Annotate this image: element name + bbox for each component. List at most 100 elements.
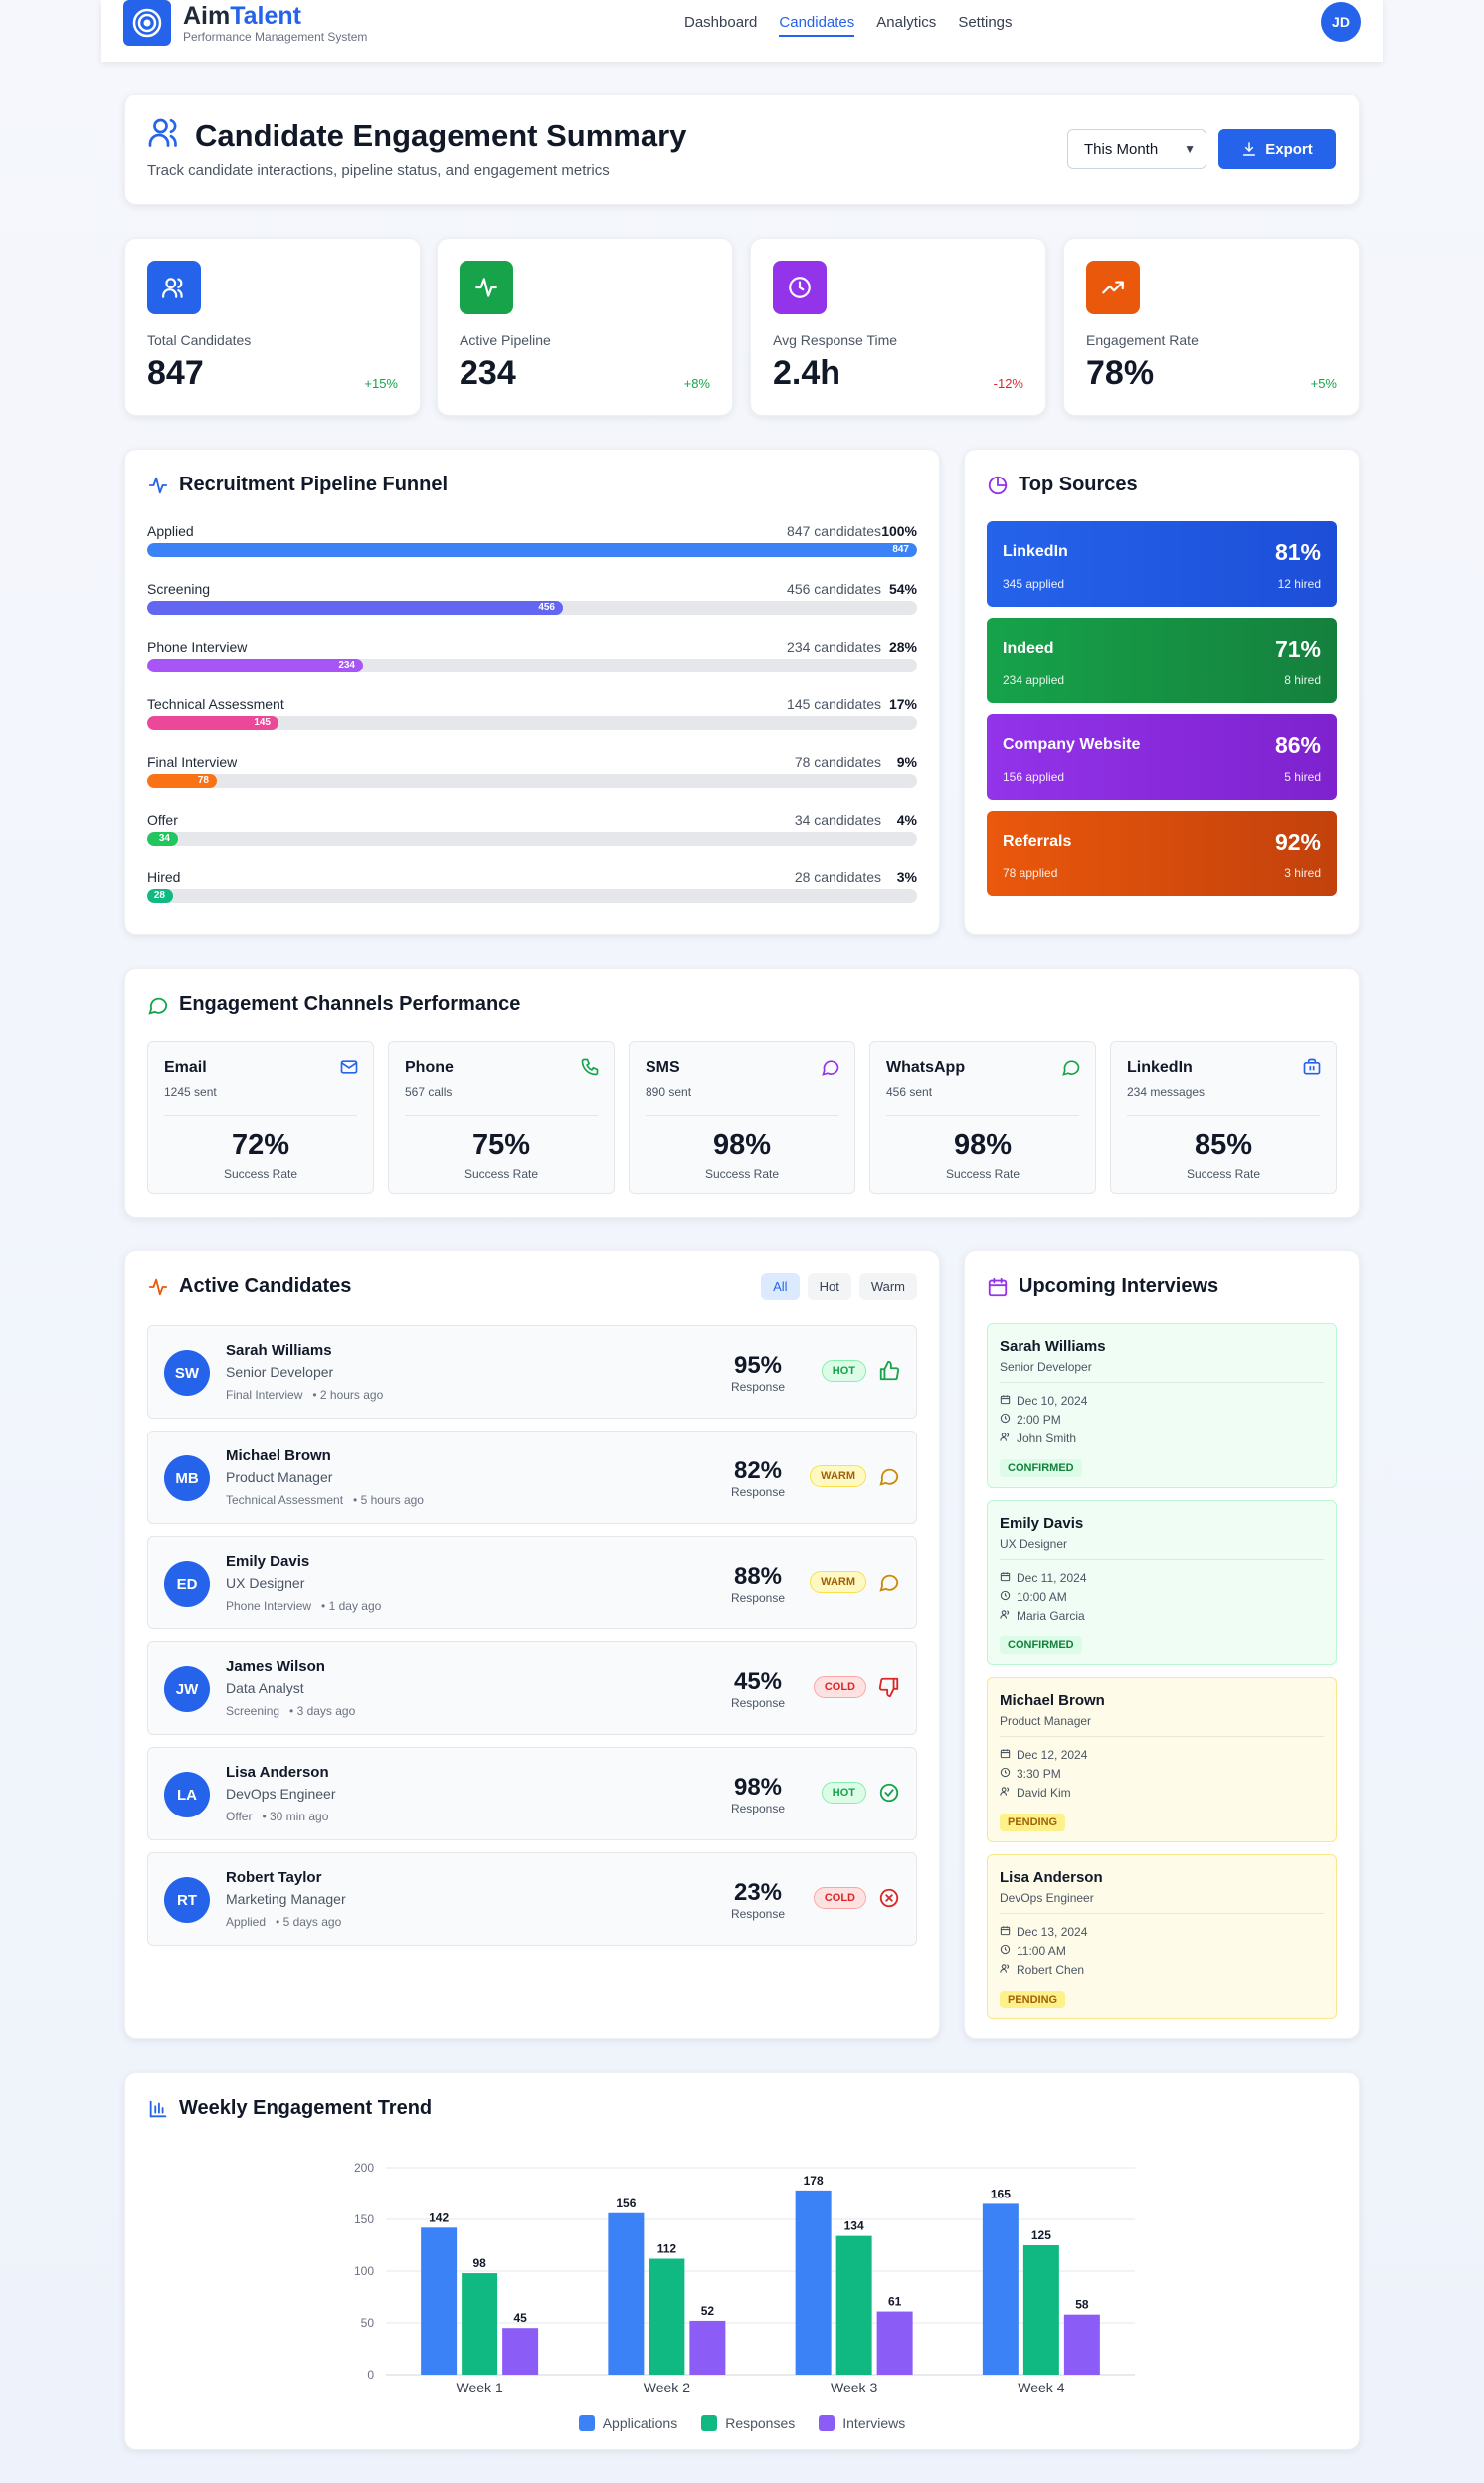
channel-phone[interactable]: Phone 567 calls 75% Success Rate bbox=[388, 1041, 615, 1194]
candidate-row[interactable]: SW Sarah Williams Senior Developer Final In… bbox=[147, 1325, 917, 1419]
interviewer-name: John Smith bbox=[1017, 1432, 1077, 1445]
funnel-stage[interactable]: Screening 456 candidates 54% 456 bbox=[147, 581, 917, 621]
response-rate: 45% Response bbox=[723, 1668, 793, 1710]
thumbs-down-icon[interactable] bbox=[878, 1676, 900, 1703]
candidate-row[interactable]: ED Emily Davis UX Designer Phone Interview … bbox=[147, 1536, 917, 1629]
interview-item[interactable]: Michael Brown Product Manager Dec 12, 2024… bbox=[987, 1677, 1337, 1842]
clock-icon bbox=[773, 261, 827, 314]
funnel-stage[interactable]: Phone Interview 234 candidates 28% 234 bbox=[147, 639, 917, 678]
channel-linkedin[interactable]: LinkedIn 234 messages 85% Success Rate bbox=[1110, 1041, 1337, 1194]
funnel-stage[interactable]: Final Interview 78 candidates 9% 78 bbox=[147, 754, 917, 794]
interview-item[interactable]: Emily Davis UX Designer Dec 11, 2024 10:00 … bbox=[987, 1500, 1337, 1665]
y-tick-label: 100 bbox=[354, 2264, 374, 2278]
stat-label: Total Candidates bbox=[147, 332, 252, 348]
legend-interviews[interactable]: Interviews bbox=[819, 2415, 905, 2431]
source-indeed[interactable]: Indeed 71% 234 applied 8 hired bbox=[987, 618, 1337, 703]
logo-target-icon[interactable] bbox=[123, 0, 171, 46]
candidate-row[interactable]: LA Lisa Anderson DevOps Engineer Offer • 30… bbox=[147, 1747, 917, 1840]
source-linkedin[interactable]: LinkedIn 81% 345 applied 12 hired bbox=[987, 521, 1337, 607]
check-circle-icon[interactable] bbox=[878, 1782, 900, 1809]
thumbs-up-icon[interactable] bbox=[878, 1360, 900, 1387]
interview-candidate-name: Sarah Williams bbox=[1000, 1338, 1106, 1355]
divider bbox=[1000, 1913, 1324, 1914]
stage-count: 145 candidates bbox=[787, 696, 881, 712]
channel-rate: 72% bbox=[231, 1129, 290, 1161]
filter-warm[interactable]: Warm bbox=[858, 1273, 917, 1300]
channel-email[interactable]: Email 1245 sent 72% Success Rate bbox=[147, 1041, 374, 1194]
candidate-role: UX Designer bbox=[226, 1575, 305, 1591]
source-percent: 81% bbox=[1274, 539, 1321, 565]
brand-name[interactable]: AimTalent bbox=[183, 2, 301, 30]
interview-item[interactable]: Sarah Williams Senior Developer Dec 10, 20… bbox=[987, 1323, 1337, 1488]
legend-applications[interactable]: Applications bbox=[578, 2415, 677, 2431]
funnel-stage[interactable]: Applied 847 candidates 100% 847 bbox=[147, 523, 917, 563]
candidate-row[interactable]: JW James Wilson Data Analyst Screening • 3 … bbox=[147, 1641, 917, 1735]
interview-date: Dec 10, 2024 bbox=[1017, 1394, 1088, 1408]
nav-analytics[interactable]: Analytics bbox=[876, 14, 937, 31]
channel-whatsapp[interactable]: WhatsApp 456 sent 98% Success Rate bbox=[869, 1041, 1096, 1194]
funnel-stage[interactable]: Offer 34 candidates 4% 34 bbox=[147, 812, 917, 852]
interview-interviewer-row: Maria Garcia bbox=[1000, 1609, 1085, 1623]
candidate-row[interactable]: MB Michael Brown Product Manager Technical … bbox=[147, 1431, 917, 1524]
legend-responses[interactable]: Responses bbox=[701, 2415, 795, 2431]
nav-candidates[interactable]: Candidates bbox=[779, 14, 855, 37]
interview-time-row: 3:30 PM bbox=[1000, 1767, 1061, 1781]
interview-date: Dec 11, 2024 bbox=[1017, 1571, 1087, 1585]
source-referrals[interactable]: Referrals 92% 78 applied 3 hired bbox=[987, 811, 1337, 896]
users-icon bbox=[147, 114, 183, 155]
chat-icon bbox=[1061, 1057, 1081, 1082]
channel-rate-label: Success Rate bbox=[223, 1167, 298, 1181]
stage-progress-track: 78 bbox=[147, 774, 917, 788]
stat-change: +15% bbox=[364, 376, 398, 391]
stage-progress-track: 28 bbox=[147, 889, 917, 903]
stage-progress-fill: 234 bbox=[147, 659, 363, 672]
response-value: 88% bbox=[733, 1563, 783, 1590]
response-rate: 98% Response bbox=[723, 1774, 793, 1815]
source-company-website[interactable]: Company Website 86% 156 applied 5 hired bbox=[987, 714, 1337, 800]
channel-sms[interactable]: SMS 890 sent 98% Success Rate bbox=[629, 1041, 855, 1194]
divider bbox=[1127, 1115, 1320, 1116]
upcoming-interviews-card: Upcoming Interviews Sarah Williams Senior… bbox=[964, 1250, 1360, 2039]
funnel-stage[interactable]: Technical Assessment 145 candidates 17% 145 bbox=[147, 696, 917, 736]
data-label: 61 bbox=[888, 2295, 902, 2309]
y-tick-label: 200 bbox=[354, 2161, 374, 2175]
x-tick-label: Week 1 bbox=[457, 2380, 503, 2395]
stage-progress-track: 456 bbox=[147, 601, 917, 615]
candidate-row[interactable]: RT Robert Taylor Marketing Manager Applied … bbox=[147, 1852, 917, 1946]
stat-change: +5% bbox=[1310, 376, 1337, 391]
filter-all[interactable]: All bbox=[761, 1273, 800, 1300]
message-icon bbox=[821, 1057, 840, 1082]
nav-dashboard[interactable]: Dashboard bbox=[684, 14, 758, 31]
user-avatar[interactable]: JD bbox=[1321, 2, 1361, 42]
export-button[interactable]: Export bbox=[1218, 129, 1336, 169]
interview-date-row: Dec 10, 2024 bbox=[1000, 1394, 1087, 1408]
funnel-stage[interactable]: Hired 28 candidates 3% 28 bbox=[147, 869, 917, 909]
interview-interviewer-row: Robert Chen bbox=[1000, 1963, 1084, 1977]
legend-label: Interviews bbox=[842, 2415, 906, 2431]
filter-hot[interactable]: Hot bbox=[807, 1273, 851, 1300]
channel-rate: 85% bbox=[1194, 1129, 1253, 1161]
stat-card-total-candidates: Total Candidates 847 +15% bbox=[124, 238, 421, 416]
message-icon[interactable] bbox=[878, 1465, 900, 1492]
avatar: ED bbox=[164, 1561, 210, 1607]
stage-progress-fill: 28 bbox=[147, 889, 173, 903]
message-icon[interactable] bbox=[878, 1571, 900, 1598]
interview-item[interactable]: Lisa Anderson DevOps Engineer Dec 13, 2024… bbox=[987, 1854, 1337, 2019]
avatar: LA bbox=[164, 1772, 210, 1817]
x-circle-icon[interactable] bbox=[878, 1887, 900, 1914]
response-label: Response bbox=[730, 1907, 786, 1921]
stage-progress-fill: 456 bbox=[147, 601, 563, 615]
stage-count: 234 candidates bbox=[787, 639, 881, 655]
x-tick-label: Week 2 bbox=[644, 2380, 690, 2395]
channel-sent: 234 messages bbox=[1127, 1085, 1206, 1099]
period-select[interactable]: This Month ▼ bbox=[1067, 129, 1206, 169]
nav-settings[interactable]: Settings bbox=[958, 14, 1013, 31]
section-title: Upcoming Interviews bbox=[987, 1275, 1218, 1298]
stage-progress-track: 234 bbox=[147, 659, 917, 672]
bar-interviews bbox=[502, 2328, 539, 2375]
status-badge: WARM bbox=[810, 1571, 866, 1593]
weekly-trend-chart: 0 50 100 150 200 142 98 45 Week 1 156 112 52 Week 2 1… bbox=[354, 2161, 1135, 2395]
response-value: 98% bbox=[733, 1774, 783, 1801]
data-label: 45 bbox=[513, 2311, 527, 2325]
funnel-title: Recruitment Pipeline Funnel bbox=[179, 474, 449, 495]
